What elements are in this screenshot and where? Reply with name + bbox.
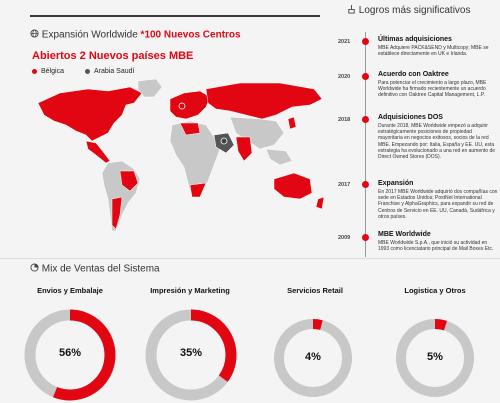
- map-marker-saudi: [220, 137, 228, 145]
- legend-label: Arabia Saudí: [94, 68, 135, 75]
- donut-value: 56%: [58, 347, 82, 359]
- sales-mix-header: Mix de Ventas del Sistema: [30, 263, 160, 275]
- donut-label: Logistica y Otros: [404, 286, 466, 295]
- timeline-marker: [362, 73, 369, 80]
- expansion-highlight: *100 Nuevos Centros: [140, 29, 241, 41]
- timeline-text: MBE Adquiere PACK&SEND y Multicopy; MBE …: [378, 45, 489, 58]
- legend-item-saudi: Arabia Saudí: [85, 68, 134, 75]
- timeline-text: MBE Worldwide S.p.A., que inició su acti…: [378, 240, 494, 253]
- map-japan: [287, 116, 297, 130]
- timeline-title: Acuerdo con Oaktree: [378, 71, 449, 78]
- donut-value: 35%: [179, 347, 203, 359]
- expansion-title: Expansión Worldwide: [41, 29, 138, 41]
- expansion-header: Expansión Worldwide *100 Nuevos Centros: [30, 29, 241, 41]
- achievements-title: Logros más significativos: [358, 5, 471, 17]
- donut-share-arc: [396, 319, 474, 397]
- donut-label: Servicios Retail: [287, 286, 343, 295]
- map-australia: [273, 172, 313, 200]
- map-india: [235, 136, 253, 162]
- timeline-title: Adquisiciones DOS: [378, 114, 443, 121]
- sales-mix-title: Mix de Ventas del Sistema: [41, 263, 160, 275]
- map-central-america: [85, 140, 111, 164]
- logo-mark-icon: [347, 4, 356, 17]
- legend-dot-dark: [85, 68, 90, 74]
- timeline-text: Durante 2018, MBE Worldwide empezó a adq…: [378, 123, 496, 161]
- achievements-header: Logros más significativos: [347, 4, 471, 17]
- timeline-marker: [362, 116, 369, 123]
- timeline-title: MBE Worldwide: [378, 231, 431, 238]
- map-south-africa: [189, 182, 207, 198]
- donut-share-arc: [24, 309, 116, 401]
- map-greenland: [137, 78, 163, 98]
- timeline-year: 2018: [338, 117, 351, 123]
- top-divider: [30, 15, 320, 17]
- pie-icon: [30, 263, 39, 275]
- timeline-text: Para potenciar el crecimiento a largo pl…: [378, 80, 487, 99]
- donut-share-arc: [274, 319, 352, 397]
- world-map: [37, 78, 325, 232]
- map-north-africa: [179, 122, 201, 136]
- timeline-year: 2009: [338, 235, 351, 241]
- donut-label: Impresión y Marketing: [150, 286, 230, 295]
- map-chile-argentina: [111, 196, 123, 230]
- timeline-marker: [362, 234, 369, 241]
- timeline-title: Expansión: [378, 180, 414, 187]
- donut-label: Envios y Embalaje: [37, 286, 103, 295]
- timeline-marker: [362, 38, 369, 45]
- legend-dot-red: [32, 68, 37, 74]
- donut-share-arc: [145, 309, 237, 401]
- map-southeast-asia: [265, 148, 293, 166]
- timeline-text: En 2017 MBE Worldwide adquirió dos compa…: [378, 189, 498, 220]
- section-divider: [0, 258, 500, 259]
- map-north-america: [37, 86, 143, 142]
- legend-item-belgium: Bélgica: [32, 68, 64, 75]
- legend-label: Bélgica: [41, 68, 64, 75]
- sales-mix-donuts: [24, 309, 474, 401]
- timeline-line: [365, 32, 366, 257]
- map-europe: [169, 90, 211, 120]
- timeline-marker: [362, 181, 369, 188]
- donut-value: 4%: [305, 351, 321, 363]
- expansion-subtitle: Abiertos 2 Nuevos países MBE: [32, 50, 194, 62]
- donut-value: 5%: [427, 351, 443, 363]
- map-brazil: [119, 170, 139, 192]
- timeline-title: Últimas adquisiciones: [378, 36, 452, 43]
- map-marker-belgium: [178, 102, 186, 110]
- map-asia: [229, 116, 285, 150]
- timeline-year: 2017: [338, 182, 351, 188]
- globe-icon: [30, 29, 39, 41]
- map-russia: [205, 82, 323, 120]
- timeline-year: 2020: [338, 74, 351, 80]
- timeline-year: 2021: [338, 39, 351, 45]
- map-new-zealand: [315, 196, 325, 210]
